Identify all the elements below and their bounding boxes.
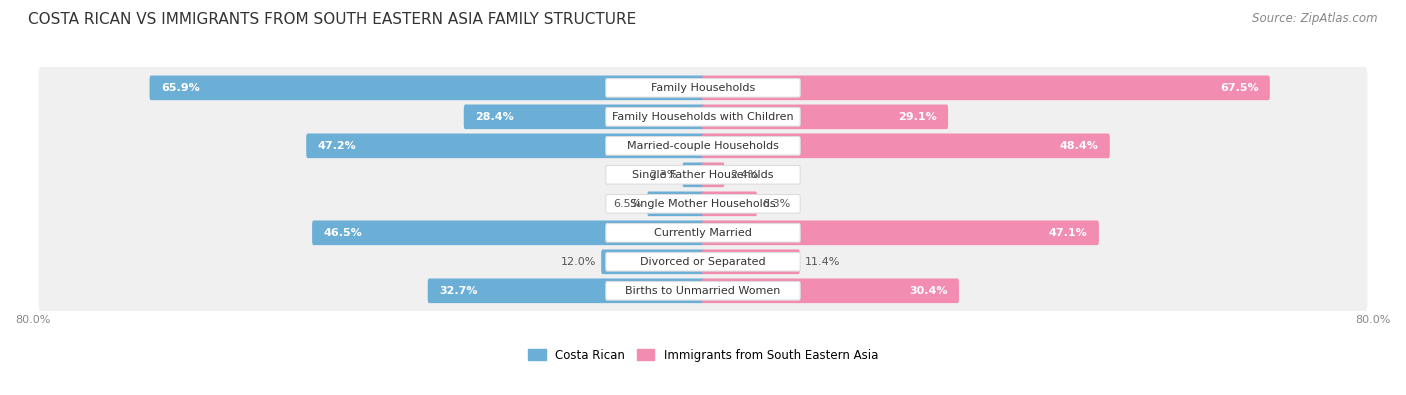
FancyBboxPatch shape (38, 212, 1368, 254)
FancyBboxPatch shape (38, 241, 1368, 283)
Text: 46.5%: 46.5% (323, 228, 363, 238)
Text: COSTA RICAN VS IMMIGRANTS FROM SOUTH EASTERN ASIA FAMILY STRUCTURE: COSTA RICAN VS IMMIGRANTS FROM SOUTH EAS… (28, 12, 637, 27)
FancyBboxPatch shape (38, 270, 1368, 312)
Text: 30.4%: 30.4% (910, 286, 948, 296)
FancyBboxPatch shape (38, 125, 1368, 167)
FancyBboxPatch shape (606, 107, 800, 126)
FancyBboxPatch shape (702, 162, 724, 187)
FancyBboxPatch shape (38, 154, 1368, 196)
FancyBboxPatch shape (702, 278, 959, 303)
Text: 29.1%: 29.1% (898, 112, 936, 122)
FancyBboxPatch shape (606, 282, 800, 300)
FancyBboxPatch shape (38, 67, 1368, 109)
FancyBboxPatch shape (702, 192, 756, 216)
Text: 67.5%: 67.5% (1220, 83, 1258, 93)
Text: Single Father Households: Single Father Households (633, 170, 773, 180)
Text: 6.5%: 6.5% (613, 199, 641, 209)
FancyBboxPatch shape (702, 134, 1109, 158)
FancyBboxPatch shape (464, 105, 704, 129)
FancyBboxPatch shape (702, 105, 948, 129)
Text: 48.4%: 48.4% (1060, 141, 1098, 151)
FancyBboxPatch shape (606, 166, 800, 184)
FancyBboxPatch shape (602, 250, 704, 274)
FancyBboxPatch shape (606, 79, 800, 97)
FancyBboxPatch shape (702, 250, 800, 274)
FancyBboxPatch shape (606, 224, 800, 242)
FancyBboxPatch shape (307, 134, 704, 158)
Text: 2.4%: 2.4% (730, 170, 758, 180)
FancyBboxPatch shape (38, 183, 1368, 225)
Text: Births to Unmarried Women: Births to Unmarried Women (626, 286, 780, 296)
Text: Married-couple Households: Married-couple Households (627, 141, 779, 151)
FancyBboxPatch shape (38, 96, 1368, 138)
FancyBboxPatch shape (682, 162, 704, 187)
FancyBboxPatch shape (647, 192, 704, 216)
FancyBboxPatch shape (149, 75, 704, 100)
Text: 11.4%: 11.4% (806, 257, 841, 267)
Text: Single Mother Households: Single Mother Households (630, 199, 776, 209)
FancyBboxPatch shape (606, 137, 800, 155)
Text: 12.0%: 12.0% (561, 257, 596, 267)
Text: Currently Married: Currently Married (654, 228, 752, 238)
Text: 28.4%: 28.4% (475, 112, 513, 122)
Legend: Costa Rican, Immigrants from South Eastern Asia: Costa Rican, Immigrants from South Easte… (527, 349, 879, 362)
Text: Source: ZipAtlas.com: Source: ZipAtlas.com (1253, 12, 1378, 25)
FancyBboxPatch shape (606, 252, 800, 271)
FancyBboxPatch shape (702, 220, 1099, 245)
Text: 32.7%: 32.7% (439, 286, 478, 296)
Text: 65.9%: 65.9% (160, 83, 200, 93)
Text: Divorced or Separated: Divorced or Separated (640, 257, 766, 267)
Text: 2.3%: 2.3% (648, 170, 678, 180)
Text: Family Households: Family Households (651, 83, 755, 93)
Text: 47.2%: 47.2% (318, 141, 356, 151)
FancyBboxPatch shape (606, 194, 800, 213)
FancyBboxPatch shape (312, 220, 704, 245)
FancyBboxPatch shape (427, 278, 704, 303)
Text: 47.1%: 47.1% (1049, 228, 1088, 238)
FancyBboxPatch shape (702, 75, 1270, 100)
Text: Family Households with Children: Family Households with Children (612, 112, 794, 122)
Text: 6.3%: 6.3% (762, 199, 790, 209)
